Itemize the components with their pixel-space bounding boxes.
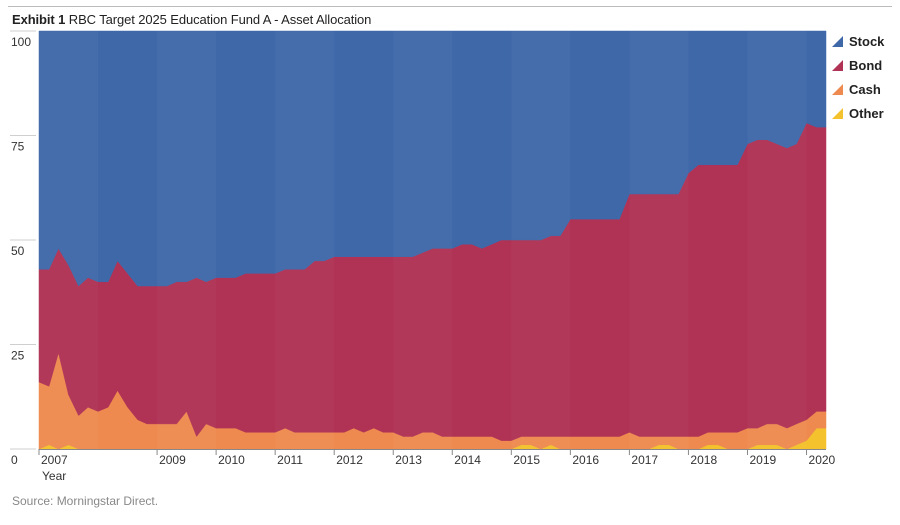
- chart-legend: Stock Bond Cash Other: [832, 29, 884, 125]
- x-tick-label: 2014: [454, 453, 481, 467]
- y-tick-label: 0: [11, 453, 18, 467]
- legend-item-cash: Cash: [832, 77, 884, 101]
- legend-swatch-icon: [832, 107, 843, 119]
- x-tick-label: 2009: [159, 453, 186, 467]
- legend-item-stock: Stock: [832, 29, 884, 53]
- legend-label: Other: [849, 105, 884, 121]
- legend-item-other: Other: [832, 101, 884, 125]
- x-tick-label: 2020: [809, 453, 836, 467]
- y-tick-label: 50: [11, 244, 25, 258]
- year-band: [157, 31, 216, 449]
- legend-label: Bond: [849, 57, 883, 73]
- y-tick-label: 100: [11, 35, 31, 49]
- legend-swatch-icon: [832, 35, 843, 47]
- legend-swatch-icon: [832, 59, 843, 71]
- area-stock: [38, 30, 827, 287]
- x-tick-label: 2019: [749, 453, 776, 467]
- x-tick-label: 2012: [336, 453, 363, 467]
- year-band: [511, 31, 570, 449]
- legend-label: Stock: [849, 33, 885, 49]
- x-tick-label: 2010: [218, 453, 245, 467]
- x-axis-label: Year: [42, 469, 66, 483]
- legend-label: Cash: [849, 81, 881, 97]
- year-band: [39, 31, 98, 449]
- year-band: [393, 31, 452, 449]
- x-tick-label: 2017: [631, 453, 658, 467]
- year-band: [747, 31, 806, 449]
- x-tick-label: 2011: [277, 453, 303, 467]
- x-tick-label: 2013: [395, 453, 422, 467]
- year-band: [275, 31, 334, 449]
- legend-swatch-icon: [832, 83, 843, 95]
- title-bar: Exhibit 1 RBC Target 2025 Education Fund…: [8, 6, 892, 29]
- y-tick-label: 75: [11, 140, 25, 154]
- x-tick-label: 2016: [572, 453, 599, 467]
- legend-item-bond: Bond: [832, 53, 884, 77]
- x-tick-label: 2018: [690, 453, 717, 467]
- source-note: Source: Morningstar Direct.: [12, 494, 159, 508]
- exhibit-label: Exhibit 1: [12, 12, 66, 27]
- chart-title: Exhibit 1 RBC Target 2025 Education Fund…: [12, 12, 371, 27]
- year-band: [629, 31, 688, 449]
- x-tick-label: 2007: [41, 453, 68, 467]
- y-tick-label: 25: [11, 349, 25, 363]
- chart-title-text: RBC Target 2025 Education Fund A - Asset…: [68, 12, 372, 27]
- x-tick-label: 2015: [513, 453, 540, 467]
